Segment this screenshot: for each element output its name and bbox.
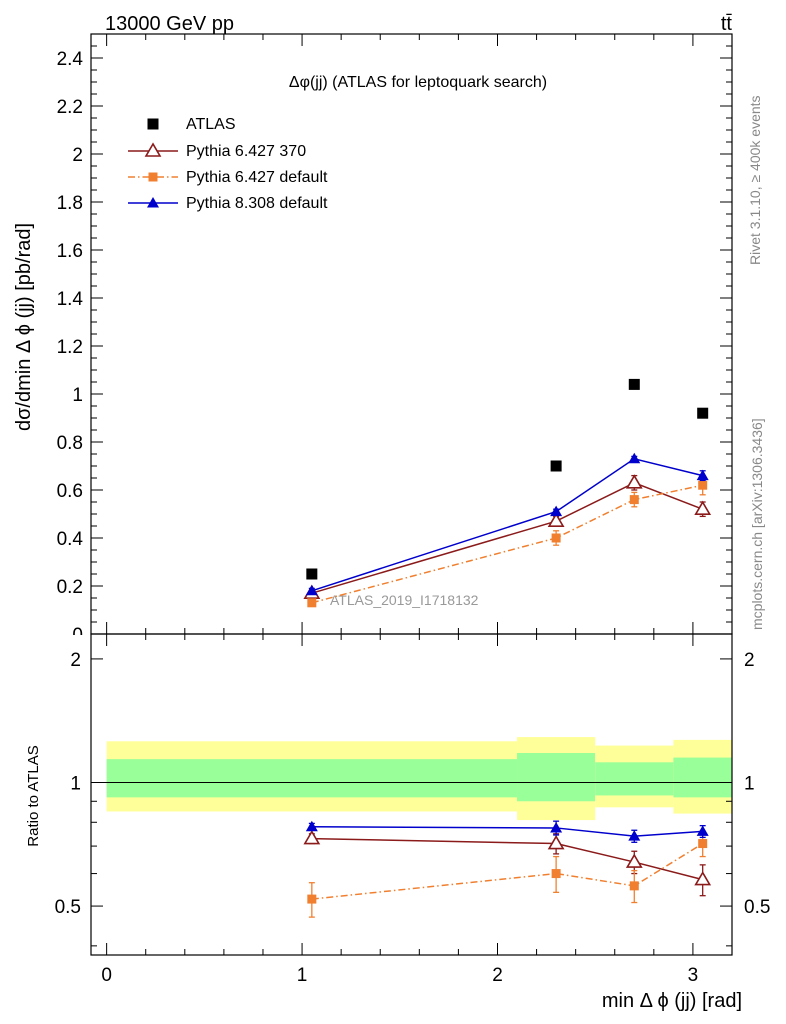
xtick-label-2: 2 <box>492 965 503 986</box>
main-ytick-label-0: 0.2 <box>57 577 83 598</box>
main-point-pythia-6-427-default-0 <box>307 598 317 608</box>
main-ytick-label-3: 0.8 <box>57 433 83 454</box>
ratio-point-pythia-6-427-default-3 <box>698 839 708 849</box>
main-point-pythia-8-308-default-3 <box>696 469 709 481</box>
legend-label-pythia8-default: Pythia 8.308 default <box>186 195 328 212</box>
ratio-point-pythia-6-427-370-3 <box>694 871 712 886</box>
ratio-y-axis-label: Ratio to ATLAS <box>25 745 42 846</box>
legend-marker-atlas <box>147 118 159 130</box>
inner-band-1 <box>517 752 596 802</box>
mcplots-label: mcplots.cern.ch [arXiv:1306.3436] <box>749 418 765 630</box>
ratio-point-pythia-6-427-default-1 <box>551 869 561 879</box>
ratio-ytick-label-left-1: 1 <box>70 773 81 794</box>
inner-band-3 <box>673 757 732 798</box>
main-ytick-label-5: 1.2 <box>57 337 83 358</box>
ratio-line-pythia-6-427-370 <box>311 837 703 881</box>
main-ytick-label-9: 2 <box>72 145 83 166</box>
legend-marker-pythia-6-427-default <box>148 172 158 182</box>
ratio-line-pythia-8-308-default <box>311 826 703 837</box>
inner-band-0 <box>106 759 518 798</box>
main-point-atlas-0 <box>306 568 318 580</box>
main-point-atlas-3 <box>697 407 709 419</box>
ratio-panel-frame <box>90 633 733 956</box>
main-ytick-label-8: 1.8 <box>57 193 83 214</box>
main-point-atlas-1 <box>550 460 562 472</box>
main-point-pythia-6-427-370-1 <box>547 512 565 528</box>
ratio-panel-axes: 0.5 0.5 1 1 2 2 0 1 2 3 <box>55 633 770 986</box>
main-point-pythia-8-308-default-0 <box>305 584 318 596</box>
main-point-pythia-6-427-370-2 <box>625 474 643 489</box>
main-ytick-label-10: 2.2 <box>57 97 83 118</box>
analysis-watermark: ATLAS_2019_I1718132 <box>330 592 479 608</box>
header-energy: 13000 GeV pp <box>105 13 234 35</box>
ratio-ytick-label-right-1: 1 <box>744 773 755 794</box>
legend-marker-pythia-6-427-370 <box>144 142 162 157</box>
main-line-pythia-6-427-370 <box>311 481 703 594</box>
plot-title: Δφ(jj) (ATLAS for leptoquark search) <box>289 74 547 91</box>
main-point-pythia-6-427-370-3 <box>694 500 712 516</box>
xtick-label-1: 1 <box>297 965 308 986</box>
inner-band-2 <box>595 762 674 796</box>
ratio-ytick-label-right-2: 2 <box>744 650 755 671</box>
main-ytick-label-1: 0.4 <box>57 529 84 550</box>
main-point-atlas-2 <box>628 378 640 390</box>
ratio-ytick-label-left-2: 2 <box>70 650 81 671</box>
legend: ATLAS Pythia 6.427 370 Pythia 6.427 defa… <box>128 116 328 212</box>
main-point-pythia-8-308-default-2 <box>628 452 641 464</box>
uncertainty-bands <box>106 737 732 821</box>
ratio-point-pythia-8-308-default-3 <box>696 825 709 836</box>
ratio-point-pythia-8-308-default-1 <box>550 821 563 833</box>
ratio-ytick-label-right-0: 0.5 <box>744 897 770 918</box>
rivet-label: Rivet 3.1.10, ≥ 400k events <box>747 95 763 265</box>
x-axis-label: min Δ ϕ (jj) [rad] <box>602 990 742 1012</box>
main-ytick-label-2: 0.6 <box>57 481 83 502</box>
ratio-point-pythia-8-308-default-0 <box>305 820 318 832</box>
ratio-point-pythia-6-427-370-1 <box>547 834 565 850</box>
ratio-point-pythia-6-427-370-0 <box>303 830 321 845</box>
main-ytick-label-6: 1.4 <box>57 289 84 310</box>
main-ytick-label-7: 1.6 <box>57 241 83 262</box>
main-ytick-label-4: 1 <box>72 385 83 406</box>
main-ytick-label-zero: 0 <box>72 625 83 646</box>
xtick-label-0: 0 <box>101 965 112 986</box>
xtick-label-3: 3 <box>688 965 699 986</box>
main-line-pythia-8-308-default <box>311 457 703 592</box>
ratio-panel-series <box>303 820 712 918</box>
ratio-ytick-label-left-0: 0.5 <box>55 897 81 918</box>
legend-label-pythia6-370: Pythia 6.427 370 <box>186 143 306 160</box>
ratio-point-pythia-8-308-default-2 <box>628 830 641 841</box>
main-y-axis-label: dσ/dmin Δ ϕ (jj) [pb/rad] <box>13 223 35 431</box>
main-ytick-label-11: 2.4 <box>57 49 84 70</box>
legend-label-atlas: ATLAS <box>186 116 236 133</box>
header-process: tt̄ <box>721 13 733 35</box>
ratio-line-pythia-6-427-default <box>311 842 704 900</box>
main-point-pythia-8-308-default-1 <box>550 505 563 517</box>
ratio-point-pythia-6-427-370-2 <box>625 853 643 868</box>
main-line-pythia-6-427-default <box>311 484 703 604</box>
ratio-point-pythia-6-427-default-0 <box>307 894 317 904</box>
legend-label-pythia6-default: Pythia 6.427 default <box>186 169 328 186</box>
main-point-pythia-6-427-default-3 <box>698 480 708 490</box>
ratio-point-pythia-6-427-default-2 <box>629 881 639 891</box>
main-panel-series <box>303 378 712 608</box>
main-point-pythia-6-427-default-1 <box>551 533 561 543</box>
legend-marker-pythia-8-308-default <box>147 197 159 208</box>
main-point-pythia-6-427-default-2 <box>629 495 639 505</box>
